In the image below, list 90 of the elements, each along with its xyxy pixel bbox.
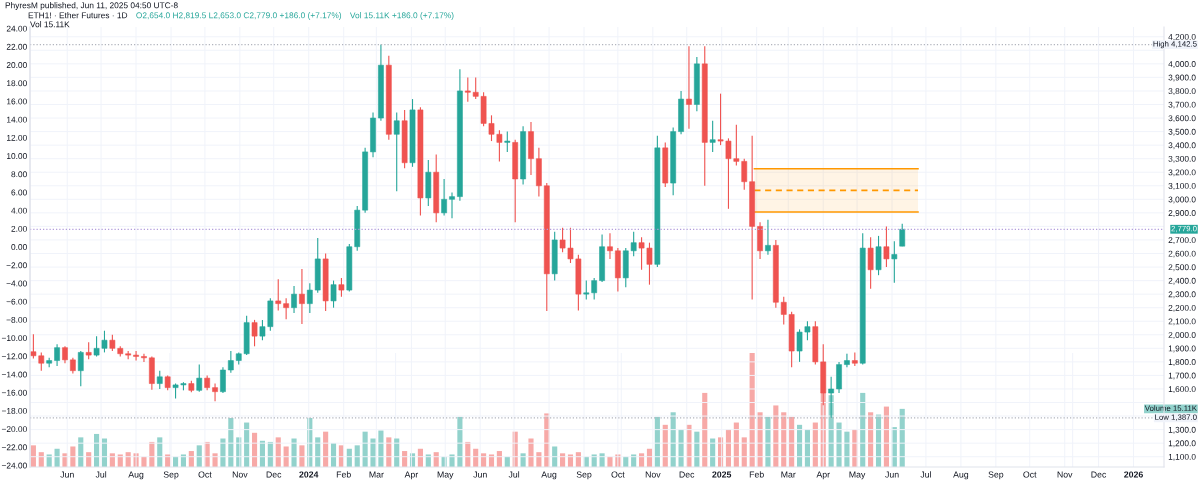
y2-tick-label: 4.00 — [11, 207, 27, 214]
x-tick-label: Jul — [508, 471, 520, 478]
x-tick-label: Sep — [163, 471, 179, 480]
y-tick-label: 3,800.0 — [1168, 88, 1196, 96]
y-tick-label: 3,900.0 — [1168, 74, 1196, 82]
y-tick-label: 1,900.0 — [1168, 345, 1196, 353]
y2-tick-label: 10.00 — [7, 153, 27, 159]
x-tick-label: Sep — [988, 471, 1004, 480]
text: PhyresM published, Jun 11, 2025 04:50 UTC-8 — [5, 2, 178, 10]
y-tick-label: 2,600.0 — [1168, 250, 1196, 258]
y-tick-label: 4,200.0 — [1168, 33, 1196, 41]
x-tick-label: Nov — [645, 471, 661, 478]
y2-tick-label: −10.00 — [1, 335, 27, 342]
y-tick-label: 1,700.0 — [1168, 372, 1196, 380]
x-tick-label: Oct — [198, 471, 212, 478]
y2-tick-label: 6.00 — [11, 189, 27, 196]
chart-title: ETH1! · Ether Futures · 1D — [28, 12, 128, 19]
y-tick-label: 2,400.0 — [1168, 277, 1196, 285]
y2-tick-label: −8.00 — [6, 316, 27, 323]
y2-tick-label: 22.00 — [6, 43, 27, 50]
x-tick-label: 2024 — [299, 471, 319, 478]
y-tick-label: 2,700.0 — [1168, 237, 1196, 245]
x-tick-label: Dec — [679, 471, 695, 478]
y-tick-label: 1,800.0 — [1168, 359, 1196, 366]
y2-tick-label: 16.00 — [7, 98, 27, 105]
y2-tick-label: 14.00 — [7, 116, 27, 123]
y-tick-label: 3,600.0 — [1168, 115, 1196, 123]
y2-tick-label: −12.00 — [1, 353, 27, 360]
y2-tick-label: −16.00 — [1, 389, 27, 396]
y-tick-label: 1,300.0 — [1168, 426, 1196, 434]
y2-tick-label: 2.00 — [11, 225, 27, 232]
y2-tick-label: 0.00 — [11, 244, 27, 251]
x-tick-label: Feb — [336, 471, 351, 478]
x-tick-label: Apr — [404, 471, 419, 480]
x-tick-label: Mar — [781, 471, 796, 478]
y-tick-label: 3,000.0 — [1168, 196, 1196, 204]
y2-tick-label: 20.00 — [6, 62, 27, 68]
x-tick-label: Apr — [816, 471, 830, 480]
y-tick-label: 2,000.0 — [1168, 331, 1196, 339]
x-tick-label: Sep — [576, 471, 592, 480]
x-tick-label: Dec — [266, 471, 282, 478]
y-tick-label: 4,000.0 — [1168, 61, 1196, 68]
y-tick-label: 1,600.0 — [1168, 386, 1196, 394]
y-tick-label: 2,900.0 — [1168, 210, 1196, 217]
x-tick-label: Nov — [1057, 471, 1073, 478]
y-tick-label: 3,200.0 — [1168, 169, 1196, 177]
x-tick-label: Nov — [232, 471, 248, 478]
x-tick-label: Jul — [95, 471, 107, 478]
y2-tick-label: −22.00 — [1, 444, 27, 451]
y2-tick-label: −20.00 — [1, 426, 27, 433]
y2-tick-label: 18.00 — [7, 80, 27, 87]
y-tick-label: 3,400.0 — [1168, 142, 1196, 150]
y-tick-label: 2,300.0 — [1168, 291, 1196, 299]
x-tick-label: Jul — [920, 471, 931, 478]
y-tick-label: 2,500.0 — [1168, 264, 1196, 272]
x-tick-label: Aug — [953, 471, 969, 480]
x-tick-label: Jun — [885, 471, 899, 478]
x-tick-label: Oct — [611, 471, 625, 478]
x-tick-label: Oct — [1023, 471, 1037, 478]
y-tick-label: 1,200.0 — [1168, 440, 1196, 448]
y-tick-label: 2,200.0 — [1168, 304, 1196, 312]
y2-tick-label: −24.00 — [1, 462, 27, 469]
x-tick-label: Feb — [749, 471, 764, 478]
y2-tick-label: −6.00 — [6, 298, 27, 305]
x-tick-label: Jun — [473, 471, 487, 478]
y-tick-label: 3,700.0 — [1168, 101, 1196, 109]
y-tick-label: 2,100.0 — [1168, 318, 1196, 326]
x-tick-label: May — [849, 471, 866, 480]
y-tick-label: 3,500.0 — [1168, 128, 1196, 136]
y2-tick-label: 24.00 — [6, 25, 27, 32]
x-tick-label: May — [437, 471, 454, 480]
y2-tick-label: −4.00 — [6, 280, 27, 287]
x-tick-label: Dec — [1091, 471, 1107, 478]
x-tick-label: Aug — [541, 471, 557, 480]
y-tick-label: 3,300.0 — [1168, 155, 1196, 163]
x-tick-label: 2026 — [1124, 471, 1143, 478]
x-tick-label: Jun — [60, 471, 74, 478]
y2-tick-label: 8.00 — [11, 171, 27, 178]
y2-tick-label: −2.00 — [6, 262, 27, 269]
y-tick-label: 1,100.0 — [1168, 453, 1196, 461]
y-tick-label: 3,100.0 — [1168, 182, 1196, 190]
y2-tick-label: −18.00 — [1, 407, 27, 414]
text: Vol 15.11K +186.0 (+7.17%) — [349, 12, 454, 20]
y2-tick-label: −14.00 — [1, 371, 27, 378]
x-tick-label: 2025 — [712, 471, 732, 478]
y2-tick-label: 12.00 — [7, 134, 27, 141]
x-tick-label: Mar — [369, 471, 384, 478]
x-tick-label: Aug — [128, 471, 144, 480]
text: O2,654.0 H2,819.5 L2,653.0 C2,779.0 +186.0 (+7.17%) — [136, 12, 342, 20]
annotation: Vol 15.11K — [30, 21, 70, 28]
